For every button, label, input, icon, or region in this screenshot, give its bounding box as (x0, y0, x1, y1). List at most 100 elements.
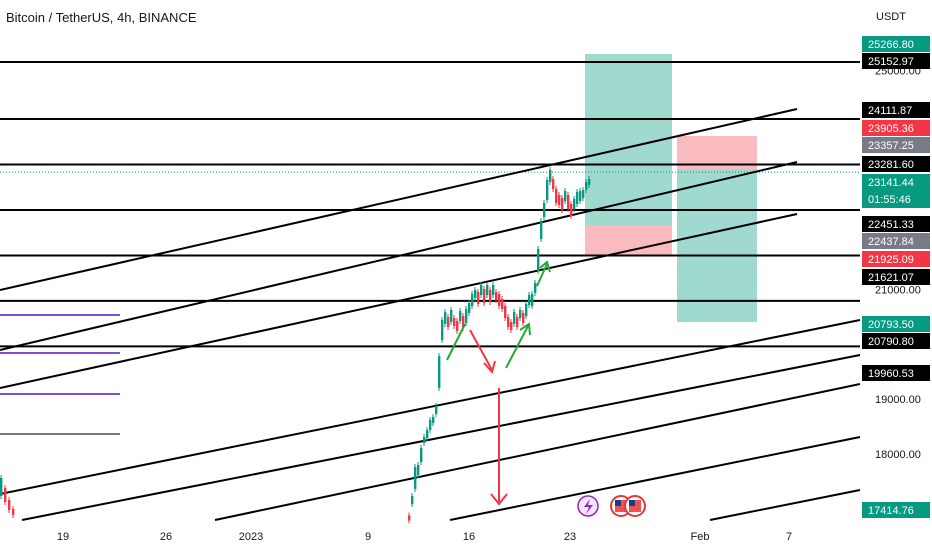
short-position-profit-zone[interactable] (677, 169, 757, 322)
candle[interactable] (408, 515, 411, 521)
lightning-icon-bolt (584, 499, 593, 514)
candle[interactable] (588, 179, 591, 185)
price-label-badge[interactable] (862, 269, 930, 285)
candle[interactable] (4, 488, 7, 502)
candle[interactable] (423, 437, 426, 443)
candle[interactable] (570, 204, 573, 216)
candle[interactable] (429, 420, 432, 430)
candle[interactable] (489, 290, 492, 302)
price-label-badge[interactable] (862, 365, 930, 381)
candle[interactable] (546, 180, 549, 200)
candle[interactable] (468, 303, 471, 313)
price-label-badge[interactable] (862, 251, 930, 267)
candle[interactable] (8, 500, 11, 510)
candle[interactable] (507, 317, 510, 327)
long-position-profit-zone[interactable] (585, 54, 672, 225)
price-label: 22437.84 (868, 236, 914, 248)
candle[interactable] (582, 190, 585, 198)
candle[interactable] (510, 322, 513, 330)
price-label-badge[interactable] (862, 137, 930, 153)
candle[interactable] (426, 430, 429, 438)
candle[interactable] (447, 317, 450, 327)
candle[interactable] (501, 299, 504, 309)
trend-line[interactable] (0, 161, 798, 351)
candle[interactable] (561, 198, 564, 210)
trend-line[interactable] (21, 354, 861, 521)
candle[interactable] (513, 312, 516, 324)
candle[interactable] (483, 289, 486, 303)
price-label-badge[interactable] (862, 102, 930, 118)
price-label-badge[interactable] (862, 333, 930, 349)
candle[interactable] (465, 309, 468, 323)
candle[interactable] (567, 195, 570, 209)
x-tick-label: Feb (691, 531, 710, 543)
candle[interactable] (441, 320, 444, 340)
trend-line[interactable] (214, 383, 861, 521)
candle[interactable] (435, 406, 438, 414)
candle[interactable] (525, 304, 528, 316)
candle[interactable] (480, 285, 483, 295)
candle[interactable] (444, 312, 447, 324)
candle[interactable] (516, 317, 519, 327)
green-up-arrow[interactable] (505, 325, 529, 369)
candle[interactable] (456, 321, 459, 331)
candle[interactable] (492, 285, 495, 295)
trend-line[interactable] (449, 436, 861, 521)
candle[interactable] (540, 221, 543, 239)
price-label-badge[interactable] (862, 216, 930, 232)
price-label-badge[interactable] (862, 502, 930, 518)
candle[interactable] (486, 285, 489, 295)
price-label-badge[interactable] (862, 156, 930, 172)
candle[interactable] (504, 306, 507, 318)
candle[interactable] (0, 478, 3, 496)
red-down-arrow[interactable] (469, 329, 493, 371)
candle[interactable] (552, 179, 555, 189)
trend-line[interactable] (0, 213, 798, 389)
candle[interactable] (555, 189, 558, 203)
price-label-badge[interactable] (862, 316, 930, 332)
candle[interactable] (471, 294, 474, 306)
candle[interactable] (462, 316, 465, 328)
candle[interactable] (420, 448, 423, 462)
price-label-badge[interactable] (862, 53, 930, 69)
candle[interactable] (573, 199, 576, 209)
candle[interactable] (498, 294, 501, 306)
price-label-badge[interactable] (862, 36, 930, 52)
candle[interactable] (432, 417, 435, 423)
price-label-badge[interactable] (862, 174, 930, 208)
candle[interactable] (12, 509, 15, 515)
candle[interactable] (576, 192, 579, 204)
candle[interactable] (579, 191, 582, 201)
candle[interactable] (564, 191, 567, 201)
green-up-arrow[interactable] (536, 263, 548, 287)
price-label-badge[interactable] (862, 233, 930, 249)
candle[interactable] (453, 318, 456, 326)
candle[interactable] (450, 310, 453, 322)
candle[interactable] (537, 249, 540, 271)
trend-line[interactable] (0, 108, 798, 291)
candle[interactable] (411, 496, 414, 504)
candle[interactable] (495, 292, 498, 300)
candle[interactable] (459, 311, 462, 321)
green-up-arrow[interactable] (446, 323, 466, 361)
price-label-badge[interactable] (862, 120, 930, 136)
lightning-icon[interactable] (577, 495, 599, 517)
candle[interactable] (522, 313, 525, 323)
us-flag-icon[interactable] (624, 495, 646, 517)
candle[interactable] (558, 195, 561, 205)
candle[interactable] (534, 283, 537, 293)
candle[interactable] (585, 182, 588, 190)
candle[interactable] (549, 170, 552, 182)
trend-line[interactable] (709, 489, 861, 521)
trend-line[interactable] (0, 319, 861, 495)
candle[interactable] (477, 292, 480, 304)
candle[interactable] (474, 290, 477, 298)
candle[interactable] (414, 467, 417, 489)
candle[interactable] (519, 310, 522, 318)
candle[interactable] (528, 295, 531, 305)
candle[interactable] (543, 203, 546, 217)
candle[interactable] (531, 294, 534, 306)
candle[interactable] (417, 465, 420, 475)
candle[interactable] (438, 356, 441, 388)
